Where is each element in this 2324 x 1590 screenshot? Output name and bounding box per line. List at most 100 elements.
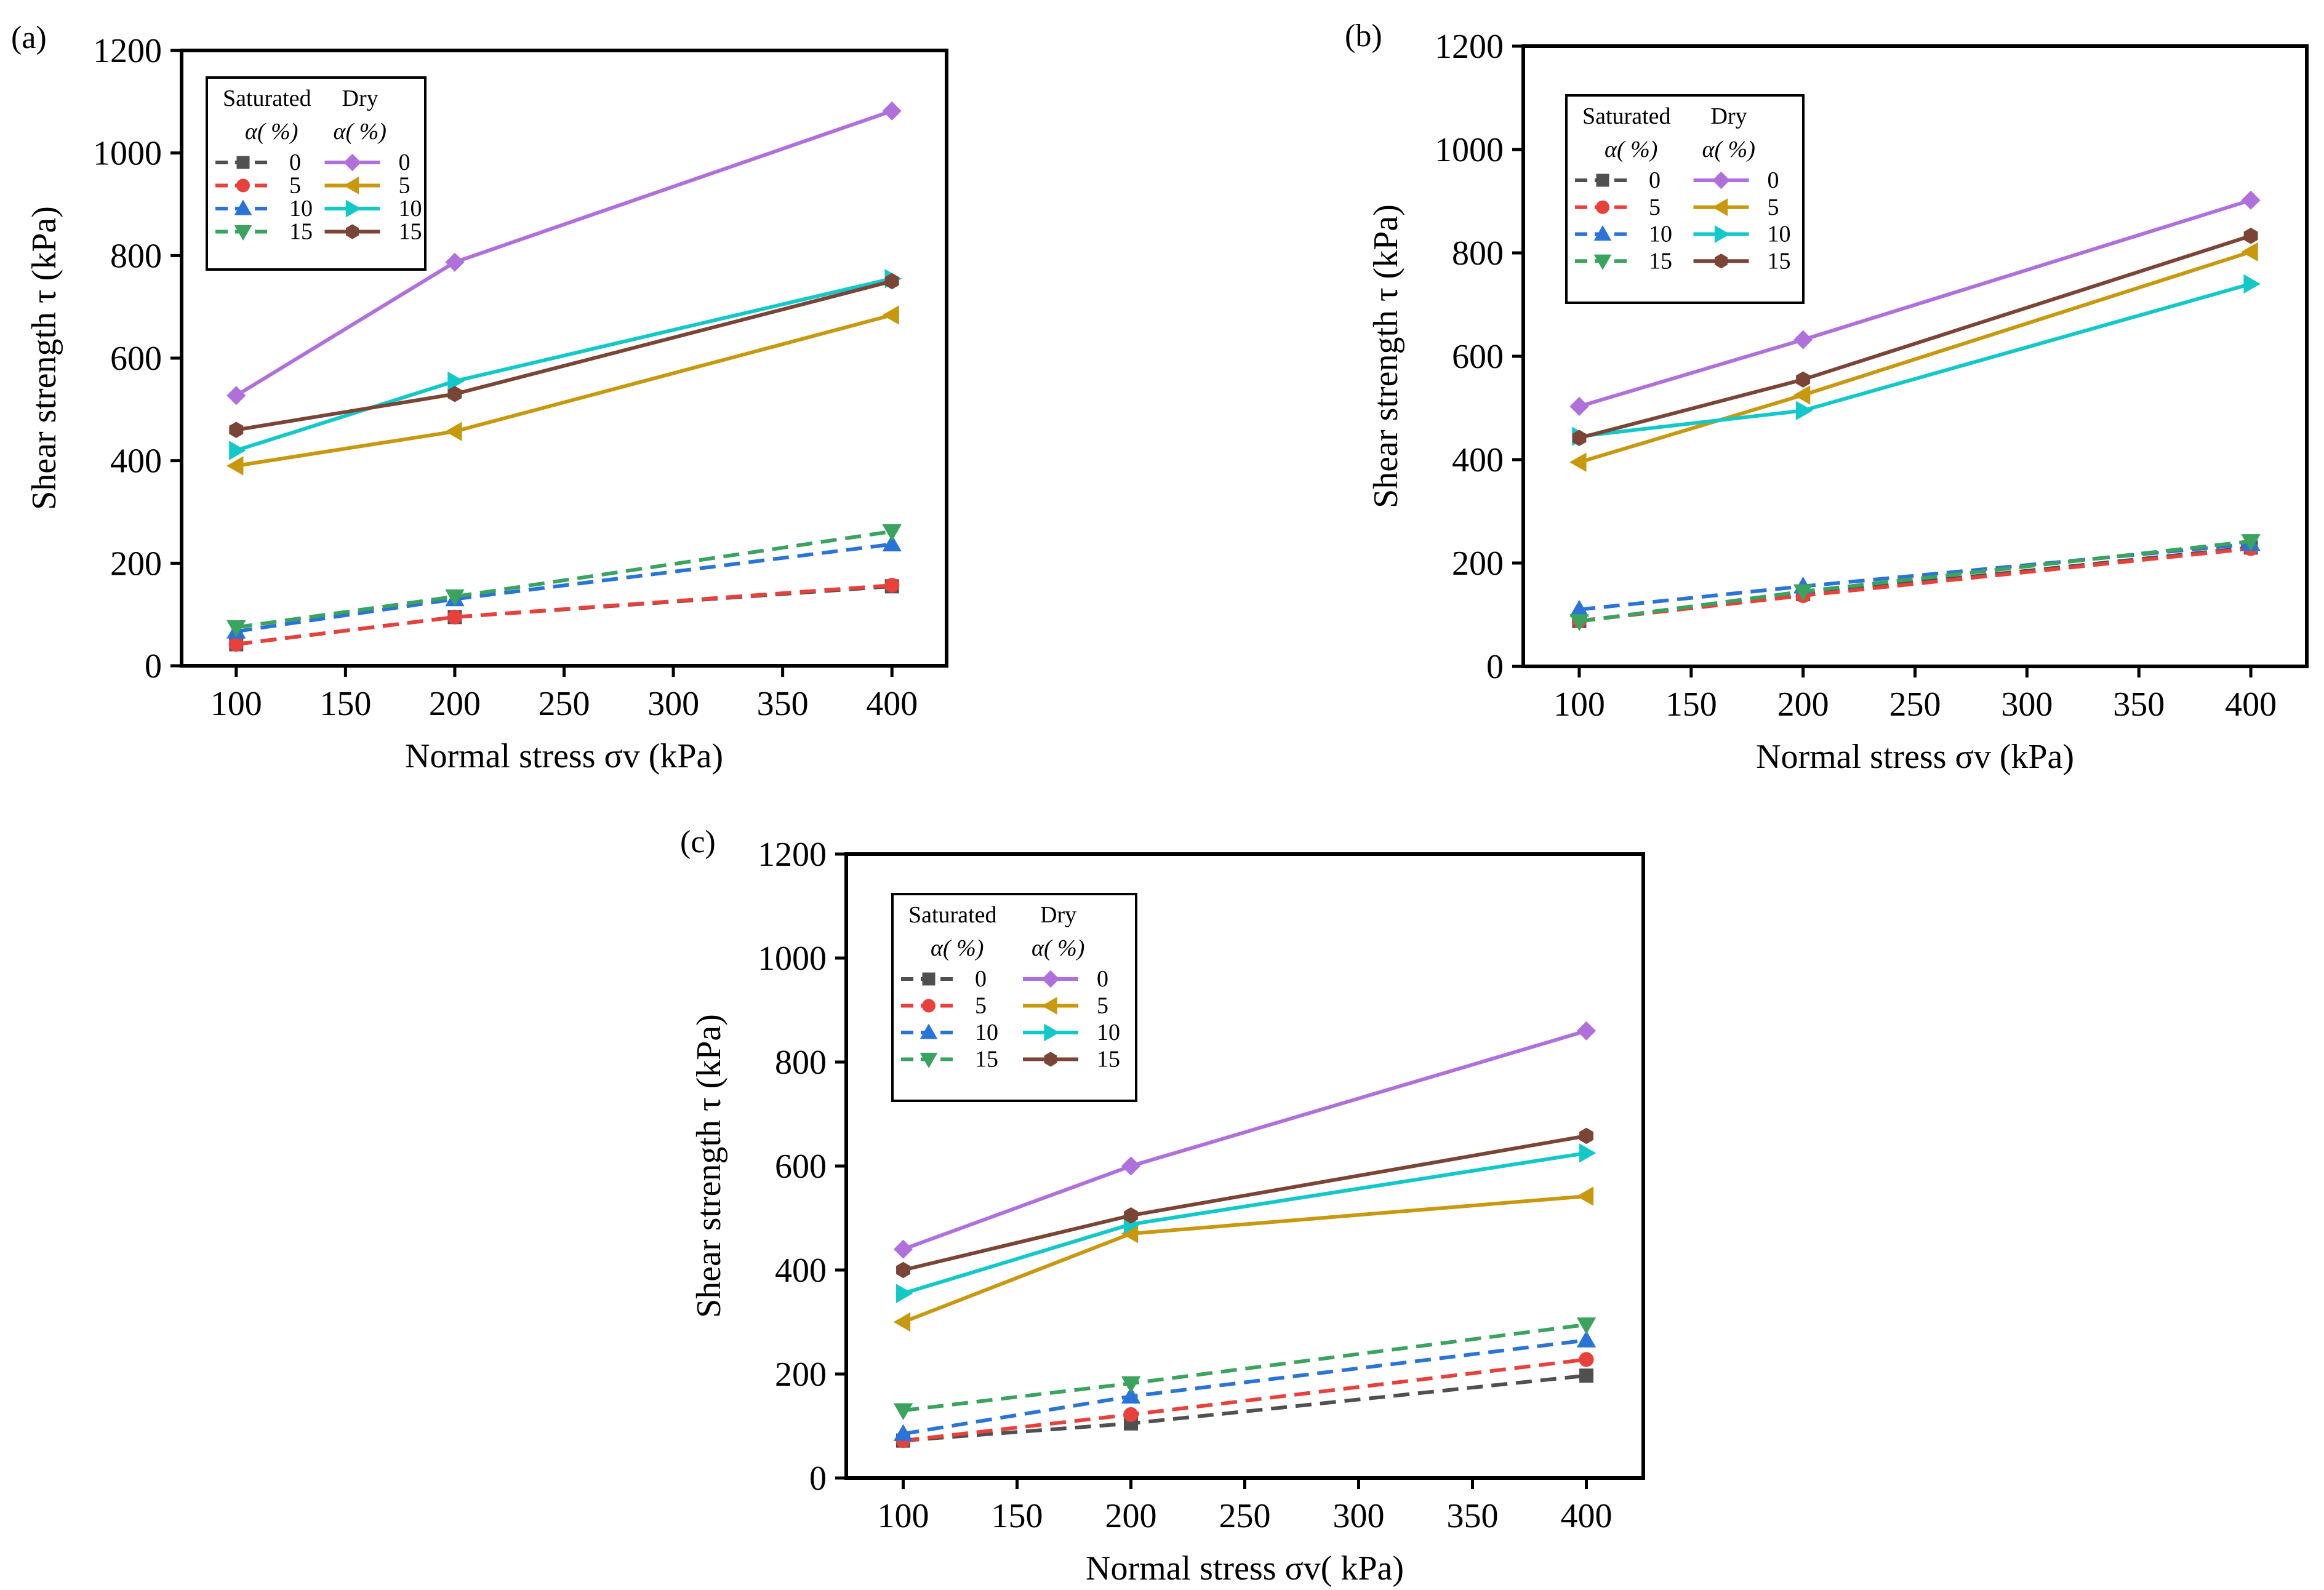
- chart-panel-b: (b)100 150 200 250 300 350 4000200400600800100…: [1345, 18, 2309, 776]
- legend-label: 15: [1649, 248, 1672, 274]
- legend-label: 10: [1649, 222, 1672, 247]
- data-point: [1121, 1376, 1141, 1394]
- legend-label: 5: [975, 993, 987, 1019]
- y-tick-label: 800: [1452, 234, 1504, 273]
- x-tick-label: 200: [1105, 1497, 1157, 1535]
- legend-box: [1565, 94, 1805, 304]
- series-dry-5: [1569, 242, 2258, 472]
- data-point: [882, 305, 899, 325]
- legend-label: 0: [399, 150, 411, 175]
- legend-label: 10: [975, 1020, 998, 1045]
- x-tick-label: 250: [539, 685, 590, 723]
- data-point: [896, 1261, 910, 1279]
- data-point: [1576, 1330, 1597, 1348]
- x-tick-label: 200: [429, 685, 481, 723]
- legend-entry: 15: [324, 219, 422, 245]
- series-saturated-15: [1569, 534, 2261, 631]
- legend-entry: 15: [901, 1047, 998, 1073]
- legend-marker: [1041, 970, 1060, 988]
- data-point: [226, 456, 244, 476]
- series-dry-15: [896, 1127, 1593, 1279]
- data-point: [893, 1312, 911, 1332]
- legend-marker: [234, 199, 252, 215]
- data-point: [1793, 385, 1811, 405]
- data-point: [1579, 1127, 1593, 1145]
- y-tick-label: 600: [110, 340, 162, 378]
- data-point: [1579, 1368, 1593, 1383]
- data-point: [2243, 274, 2261, 294]
- series-dry-5: [893, 1186, 1594, 1332]
- series-saturated-10: [893, 1330, 1597, 1441]
- legend-entry: 5: [1575, 194, 1661, 220]
- legend-marker: [1715, 254, 1728, 269]
- data-point: [893, 1424, 913, 1441]
- legend-label: 15: [1768, 248, 1791, 274]
- data-point: [447, 371, 465, 391]
- legend-entry: 0: [1575, 167, 1661, 193]
- legend-dry-alpha: α( %): [1702, 137, 1755, 162]
- data-point: [1121, 1386, 1141, 1404]
- data-point: [1123, 1407, 1139, 1422]
- legend-marker: [234, 225, 252, 241]
- x-tick-label: 150: [992, 1497, 1043, 1535]
- chart-panel-a: (a)100 150 200 250 300 350 4000200400600800100…: [11, 20, 948, 775]
- data-point: [1576, 1021, 1597, 1041]
- legend-label: 15: [975, 1047, 998, 1073]
- legend-marker: [236, 178, 250, 193]
- legend-label: 10: [399, 196, 422, 222]
- y-tick-label: 800: [775, 1044, 827, 1082]
- legend-saturated-alpha: α( %): [245, 119, 298, 145]
- legend-saturated-heading: Saturated: [1582, 103, 1671, 129]
- legend-marker: [1596, 200, 1609, 214]
- legend-marker: [236, 156, 250, 169]
- legend-marker: [1593, 254, 1612, 270]
- data-point: [1569, 396, 1589, 417]
- y-tick-label: 400: [110, 442, 162, 481]
- legend-entry: 10: [901, 1020, 998, 1045]
- legend-label: 0: [1097, 966, 1108, 992]
- legend-marker: [343, 153, 361, 172]
- y-tick-label: 1200: [93, 32, 162, 70]
- legend-label: 5: [399, 173, 411, 199]
- legend-entry: 15: [1693, 248, 1791, 274]
- x-tick-label: 300: [647, 685, 699, 723]
- data-point: [896, 1284, 913, 1303]
- data-point: [229, 421, 244, 438]
- legend-entry: 0: [215, 150, 301, 175]
- legend-dry-heading: Dry: [342, 86, 379, 111]
- x-tick-label: 350: [1447, 1497, 1499, 1535]
- data-point: [882, 101, 902, 121]
- x-tick-label: 400: [1561, 1497, 1613, 1535]
- legend-marker: [1044, 1052, 1057, 1067]
- data-point: [1569, 614, 1589, 631]
- x-axis-title: Normal stress σv (kPa): [1756, 738, 2074, 776]
- series-dry-5: [226, 305, 899, 476]
- legend-label: 5: [1097, 993, 1108, 1019]
- data-point: [447, 386, 462, 402]
- legend-label: 5: [289, 173, 301, 199]
- y-tick-label: 1200: [1435, 28, 1504, 66]
- legend-saturated-alpha: α( %): [1605, 137, 1657, 162]
- y-tick-label: 1000: [758, 940, 827, 978]
- legend-marker: [922, 972, 936, 986]
- series-dry-0: [226, 101, 902, 405]
- y-tick-label: 600: [1452, 338, 1504, 376]
- data-point: [1579, 1352, 1594, 1367]
- legend-entry: 15: [1023, 1047, 1120, 1073]
- data-point: [1793, 330, 1813, 350]
- series-dry-0: [1569, 190, 2261, 417]
- legend-marker: [1593, 225, 1612, 241]
- legend-marker: [1712, 198, 1728, 217]
- legend-label: 10: [1768, 222, 1791, 247]
- legend-label: 15: [289, 219, 313, 245]
- data-point: [445, 421, 462, 441]
- legend-dry-heading: Dry: [1040, 902, 1076, 928]
- legend-entry: 15: [1575, 248, 1672, 274]
- legend-dry-alpha: α( %): [334, 119, 387, 145]
- y-tick-label: 600: [775, 1148, 827, 1186]
- data-point: [882, 534, 902, 552]
- x-tick-label: 150: [319, 685, 371, 723]
- data-point: [228, 636, 244, 652]
